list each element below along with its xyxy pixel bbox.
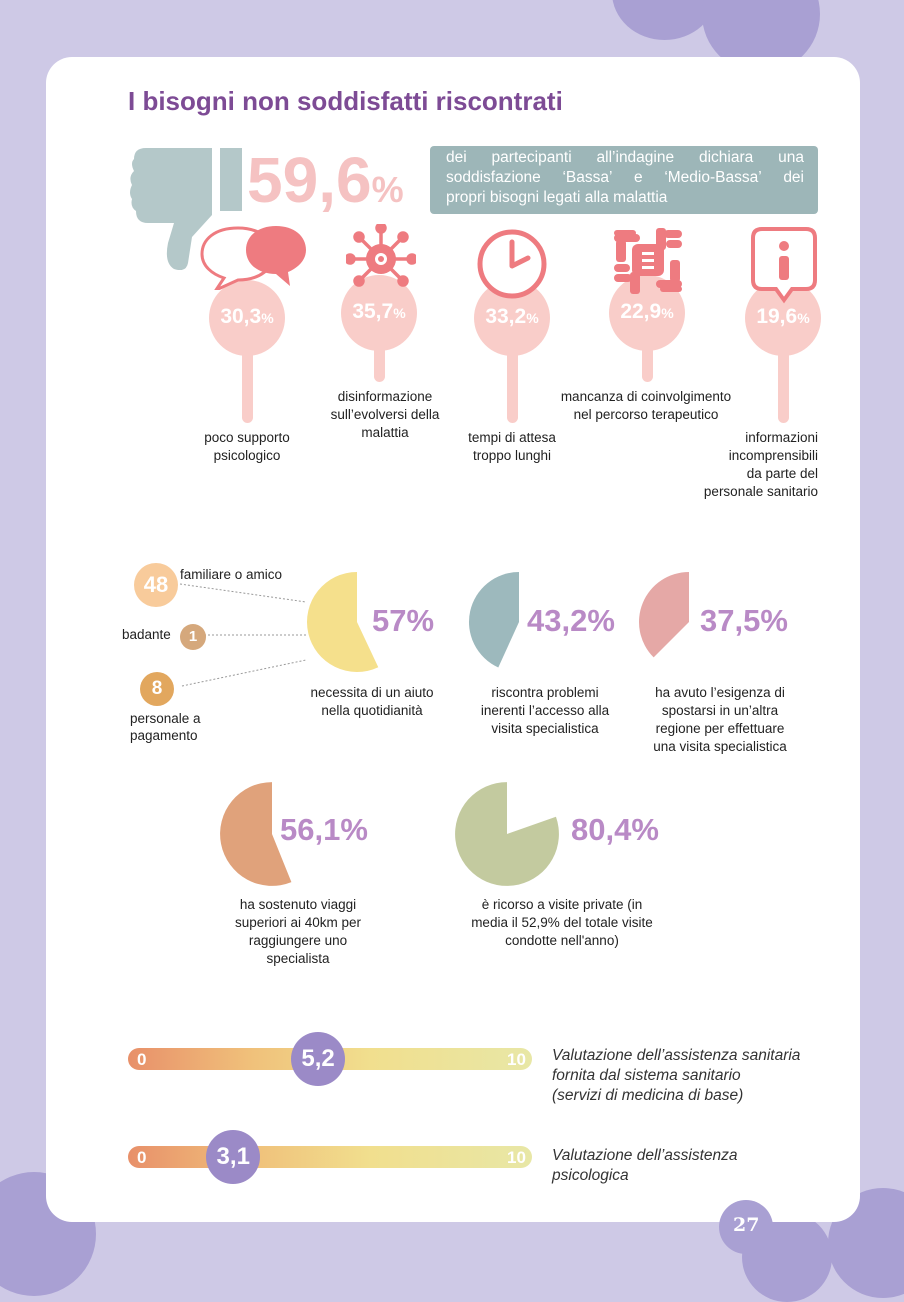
stat-pie bbox=[638, 572, 689, 658]
rating-min: 0 bbox=[137, 1148, 147, 1167]
banner-word: una bbox=[778, 149, 804, 166]
stat-pie bbox=[455, 782, 559, 886]
banner-word: dei bbox=[446, 149, 467, 166]
stat-label: ha sostenuto viaggi superiori ai 40km pe… bbox=[234, 897, 362, 966]
stat-label: è ricorso a visite private (in media il … bbox=[471, 897, 653, 948]
need-label: poco supporto psicologico bbox=[204, 430, 290, 463]
helper-label: badante bbox=[122, 627, 171, 642]
need-number: 19,6 bbox=[756, 305, 798, 328]
stat-value: 56,1% bbox=[280, 812, 368, 847]
rating-bar bbox=[128, 1146, 532, 1168]
stat-label: ha avuto l’esigenza di spostarsi in un’a… bbox=[653, 685, 787, 754]
stat-value: 80,4% bbox=[571, 812, 659, 847]
banner-word: soddisfazione bbox=[446, 169, 541, 186]
banner-line-1: dei partecipanti all’indagine dichiara u… bbox=[430, 148, 818, 168]
stat-pie bbox=[220, 782, 292, 886]
need-stick bbox=[507, 345, 518, 423]
clock-icon bbox=[477, 229, 547, 299]
hands-icon bbox=[614, 228, 682, 294]
thumbs-down-icon bbox=[130, 148, 242, 270]
need-value: 19,6% bbox=[733, 305, 833, 329]
pie-slice bbox=[638, 572, 689, 658]
headline-value: 59,6% bbox=[247, 143, 404, 217]
need-value: 35,7% bbox=[329, 300, 429, 324]
need-number: 35,7 bbox=[352, 300, 394, 323]
stat-value: 37,5% bbox=[700, 603, 788, 638]
banner-word: propri bisogni legati alla malattia bbox=[446, 189, 668, 206]
pie-slice bbox=[468, 572, 519, 668]
stat-value: 57% bbox=[372, 603, 435, 638]
need-unit: % bbox=[797, 310, 810, 326]
need-number: 22,9 bbox=[620, 300, 662, 323]
need-circle bbox=[341, 275, 417, 351]
page-title: I bisogni non soddisfatti riscontrati bbox=[128, 86, 563, 116]
headline-banner: dei partecipanti all’indagine dichiara u… bbox=[430, 146, 818, 214]
page-number-badge bbox=[719, 1200, 773, 1254]
need-label: tempi di attesa troppo lunghi bbox=[468, 430, 556, 463]
banner-word: all’indagine bbox=[596, 149, 675, 166]
need-label: disinformazione sull’evolversi della mal… bbox=[330, 389, 440, 440]
speech-bubbles-icon bbox=[200, 226, 306, 290]
stat-pie bbox=[468, 572, 519, 668]
need-unit: % bbox=[526, 310, 539, 326]
need-unit: % bbox=[661, 305, 674, 321]
rating-knob: 5,2 bbox=[291, 1032, 346, 1086]
decor-blob-top bbox=[612, 0, 717, 40]
info-icon bbox=[751, 227, 817, 304]
need-label: mancanza di coinvolgimento nel percorso … bbox=[560, 389, 732, 422]
need-stick bbox=[374, 340, 385, 382]
pie-slice bbox=[306, 572, 379, 672]
need-number: 33,2 bbox=[485, 305, 527, 328]
need-stick bbox=[642, 340, 653, 382]
banner-word: dei bbox=[783, 169, 804, 186]
rating-label: Valutazione dell’assistenza sanitaria fo… bbox=[552, 1047, 801, 1104]
need-value: 30,3% bbox=[197, 305, 297, 329]
need-unit: % bbox=[393, 305, 406, 321]
need-circle bbox=[209, 280, 285, 356]
headline-unit: % bbox=[371, 169, 404, 210]
pie-slice bbox=[455, 782, 559, 886]
banner-line-3: propri bisogni legati alla malattia bbox=[430, 188, 818, 208]
pie-slice bbox=[220, 782, 292, 886]
helper-label: familiare o amico bbox=[180, 567, 283, 582]
banner-word: e bbox=[634, 169, 643, 186]
need-stick bbox=[778, 345, 789, 423]
virus-icon bbox=[346, 224, 416, 287]
banner-word: ‘Bassa’ bbox=[562, 169, 613, 186]
stat-pie bbox=[306, 572, 379, 672]
banner-word: partecipanti bbox=[491, 149, 572, 166]
stat-label: necessita di un aiuto nella quotidianità bbox=[310, 685, 434, 718]
need-number: 30,3 bbox=[220, 305, 262, 328]
banner-word: ‘Medio-Bassa’ bbox=[664, 169, 762, 186]
helper-count-circle: 8 bbox=[140, 672, 174, 706]
need-value: 33,2% bbox=[462, 305, 562, 329]
helper-label: personale a pagamento bbox=[130, 711, 201, 743]
rating-max: 10 bbox=[507, 1050, 526, 1069]
rating-knob: 3,1 bbox=[206, 1130, 261, 1184]
need-stick bbox=[242, 345, 253, 423]
banner-line-2: soddisfazione ‘Bassa’ e ‘Medio-Bassa’ de… bbox=[430, 168, 818, 188]
stat-value: 43,2% bbox=[527, 603, 615, 638]
headline-number: 59,6 bbox=[247, 144, 372, 216]
helper-count-circle: 1 bbox=[180, 624, 206, 650]
page-number: 27 bbox=[733, 1214, 760, 1236]
rating-label: Valutazione dell’assistenza psicologica bbox=[552, 1147, 738, 1184]
rating-min: 0 bbox=[137, 1050, 147, 1069]
need-unit: % bbox=[261, 310, 274, 326]
need-value: 22,9% bbox=[597, 300, 697, 324]
need-label: informazioni incomprensibili da parte de… bbox=[703, 430, 818, 499]
stat-label: riscontra problemi inerenti l’accesso al… bbox=[480, 685, 610, 736]
rating-max: 10 bbox=[507, 1148, 526, 1167]
helper-connectors bbox=[179, 583, 307, 687]
banner-word: dichiara bbox=[698, 149, 754, 166]
helper-count-circle: 48 bbox=[134, 563, 178, 607]
